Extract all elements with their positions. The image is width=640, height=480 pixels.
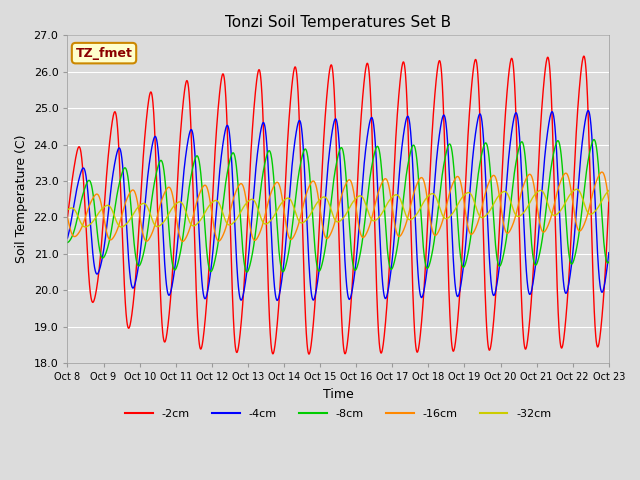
X-axis label: Time: Time xyxy=(323,388,353,401)
Text: TZ_fmet: TZ_fmet xyxy=(76,47,132,60)
Legend: -2cm, -4cm, -8cm, -16cm, -32cm: -2cm, -4cm, -8cm, -16cm, -32cm xyxy=(120,404,556,423)
Y-axis label: Soil Temperature (C): Soil Temperature (C) xyxy=(15,135,28,264)
Title: Tonzi Soil Temperatures Set B: Tonzi Soil Temperatures Set B xyxy=(225,15,451,30)
